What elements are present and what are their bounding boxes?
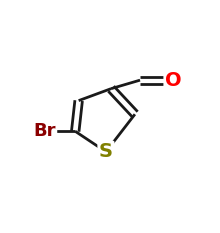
Text: O: O — [165, 71, 182, 90]
Text: Br: Br — [33, 122, 56, 140]
Text: S: S — [99, 142, 113, 161]
